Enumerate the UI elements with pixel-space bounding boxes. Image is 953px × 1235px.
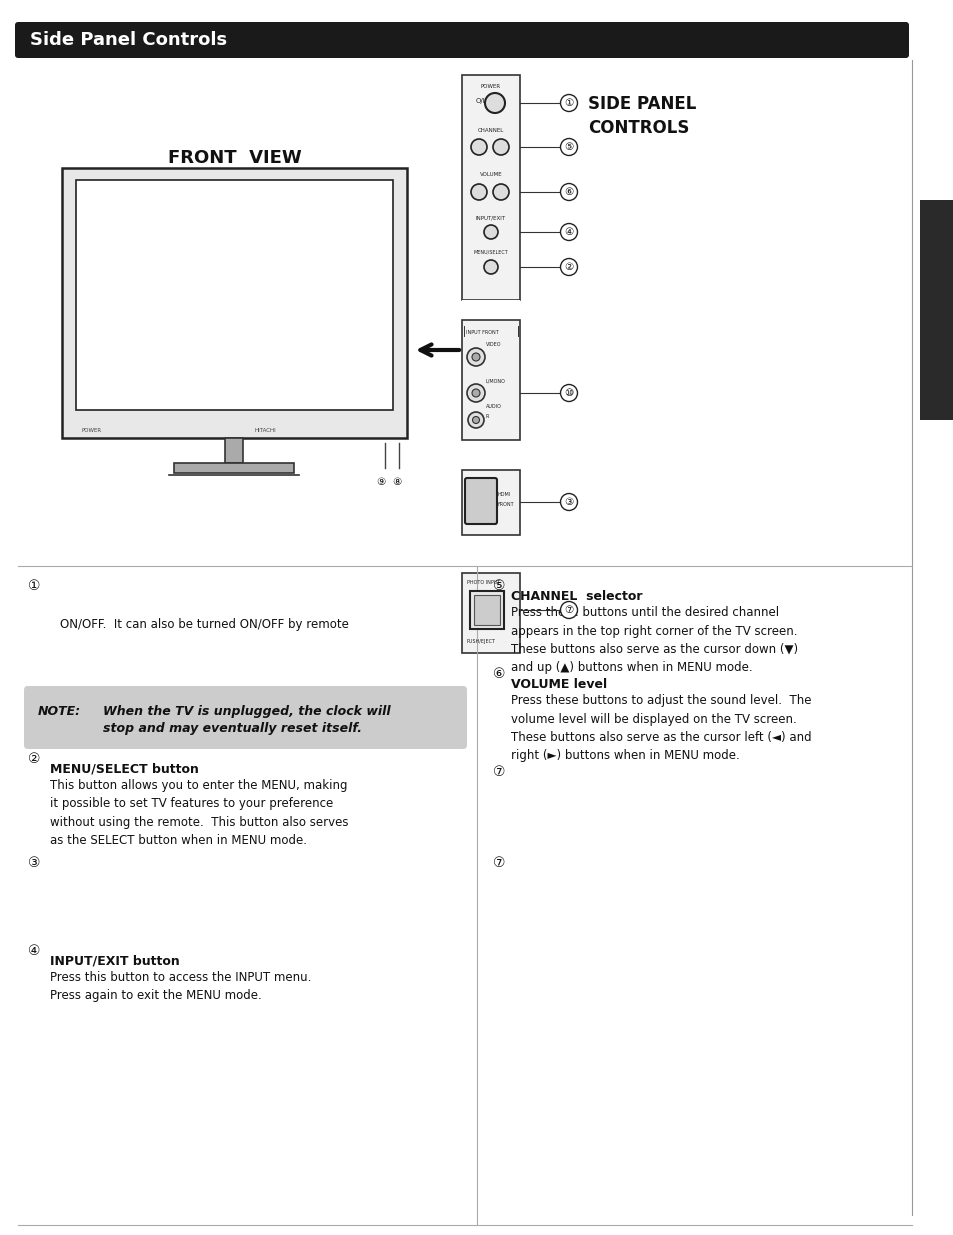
Text: ON/OFF.  It can also be turned ON/OFF by remote: ON/OFF. It can also be turned ON/OFF by … bbox=[60, 618, 349, 631]
Circle shape bbox=[483, 225, 497, 240]
Text: SIDE PANEL
CONTROLS: SIDE PANEL CONTROLS bbox=[587, 95, 696, 137]
Text: POWER: POWER bbox=[480, 84, 500, 89]
Text: CHANNEL: CHANNEL bbox=[477, 127, 503, 132]
Text: ④: ④ bbox=[564, 227, 573, 237]
Text: ⑥: ⑥ bbox=[493, 667, 505, 680]
Bar bbox=[474, 595, 499, 625]
Text: ⑤: ⑤ bbox=[564, 142, 573, 152]
Circle shape bbox=[560, 384, 577, 401]
Text: L/MONO: L/MONO bbox=[485, 378, 505, 384]
Circle shape bbox=[493, 184, 509, 200]
Text: Press this button to access the INPUT menu.
Press again to exit the MENU mode.: Press this button to access the INPUT me… bbox=[50, 971, 311, 1003]
Circle shape bbox=[468, 412, 483, 429]
Text: INPUT FRONT: INPUT FRONT bbox=[465, 330, 498, 335]
Text: R: R bbox=[485, 414, 489, 419]
Text: ④: ④ bbox=[28, 944, 40, 958]
Circle shape bbox=[560, 258, 577, 275]
Text: stop and may eventually reset itself.: stop and may eventually reset itself. bbox=[103, 722, 361, 735]
Circle shape bbox=[471, 140, 486, 156]
Text: ⑦: ⑦ bbox=[493, 856, 505, 869]
Bar bbox=[461, 300, 519, 320]
Text: ⑦: ⑦ bbox=[564, 605, 573, 615]
Text: ⑥: ⑥ bbox=[564, 186, 573, 198]
Circle shape bbox=[560, 494, 577, 510]
Circle shape bbox=[472, 416, 479, 424]
Text: ②: ② bbox=[28, 752, 40, 766]
Text: PUSH/EJECT: PUSH/EJECT bbox=[467, 638, 496, 643]
Circle shape bbox=[560, 138, 577, 156]
Text: O/I: O/I bbox=[476, 98, 485, 104]
Circle shape bbox=[471, 184, 486, 200]
Text: VOLUME level: VOLUME level bbox=[511, 678, 606, 692]
Text: VOLUME: VOLUME bbox=[479, 173, 502, 178]
Bar bbox=[919, 200, 953, 420]
Circle shape bbox=[560, 184, 577, 200]
Bar bbox=[461, 75, 519, 300]
Circle shape bbox=[560, 601, 577, 619]
Circle shape bbox=[484, 93, 504, 112]
Text: NOTE:: NOTE: bbox=[38, 705, 81, 718]
Bar bbox=[461, 471, 519, 535]
Text: Side Panel Controls: Side Panel Controls bbox=[30, 31, 227, 49]
Text: INPUT/EXIT button: INPUT/EXIT button bbox=[50, 955, 179, 968]
Text: VIDEO: VIDEO bbox=[485, 342, 501, 347]
Text: INPUT/EXIT: INPUT/EXIT bbox=[476, 215, 505, 221]
Text: This button allows you to enter the MENU, making
it possible to set TV features : This button allows you to enter the MENU… bbox=[50, 779, 348, 847]
Text: HITACHI: HITACHI bbox=[254, 429, 276, 433]
Text: ⑦: ⑦ bbox=[493, 764, 505, 779]
Bar bbox=[174, 463, 294, 473]
Text: MENU/SELECT: MENU/SELECT bbox=[473, 249, 508, 254]
Text: ①: ① bbox=[28, 579, 40, 593]
Text: FRONT  VIEW: FRONT VIEW bbox=[168, 149, 301, 167]
Bar bbox=[225, 438, 243, 463]
Text: PHOTO INPUT: PHOTO INPUT bbox=[467, 580, 499, 585]
Text: FRONT: FRONT bbox=[497, 503, 514, 508]
Text: Press these buttons to adjust the sound level.  The
volume level will be display: Press these buttons to adjust the sound … bbox=[511, 694, 811, 762]
Text: AUDIO: AUDIO bbox=[485, 405, 501, 410]
Text: CHANNEL  selector: CHANNEL selector bbox=[511, 590, 641, 603]
Text: When the TV is unplugged, the clock will: When the TV is unplugged, the clock will bbox=[103, 705, 390, 718]
Circle shape bbox=[483, 261, 497, 274]
Circle shape bbox=[493, 140, 509, 156]
Bar bbox=[461, 573, 519, 653]
Text: ③: ③ bbox=[564, 496, 573, 508]
Circle shape bbox=[560, 95, 577, 111]
FancyBboxPatch shape bbox=[464, 478, 497, 524]
Text: ②: ② bbox=[564, 262, 573, 272]
Bar bbox=[62, 168, 407, 438]
Circle shape bbox=[472, 389, 479, 396]
Text: POWER: POWER bbox=[82, 429, 102, 433]
Text: ①: ① bbox=[564, 98, 573, 107]
Circle shape bbox=[560, 224, 577, 241]
Bar bbox=[470, 592, 503, 629]
Circle shape bbox=[472, 353, 479, 361]
Circle shape bbox=[467, 384, 484, 403]
Text: MENU/SELECT button: MENU/SELECT button bbox=[50, 763, 198, 776]
Text: ⑨: ⑨ bbox=[376, 477, 385, 487]
Bar bbox=[76, 180, 393, 410]
FancyBboxPatch shape bbox=[15, 22, 908, 58]
Circle shape bbox=[467, 348, 484, 366]
Text: ⑧: ⑧ bbox=[392, 477, 401, 487]
Bar bbox=[461, 320, 519, 440]
Text: ③: ③ bbox=[28, 856, 40, 869]
Text: ⑤: ⑤ bbox=[493, 579, 505, 593]
Text: HDMI: HDMI bbox=[497, 493, 511, 498]
Text: ⑩: ⑩ bbox=[564, 388, 573, 398]
Text: Press these buttons until the desired channel
appears in the top right corner of: Press these buttons until the desired ch… bbox=[511, 606, 798, 674]
FancyBboxPatch shape bbox=[24, 685, 467, 748]
